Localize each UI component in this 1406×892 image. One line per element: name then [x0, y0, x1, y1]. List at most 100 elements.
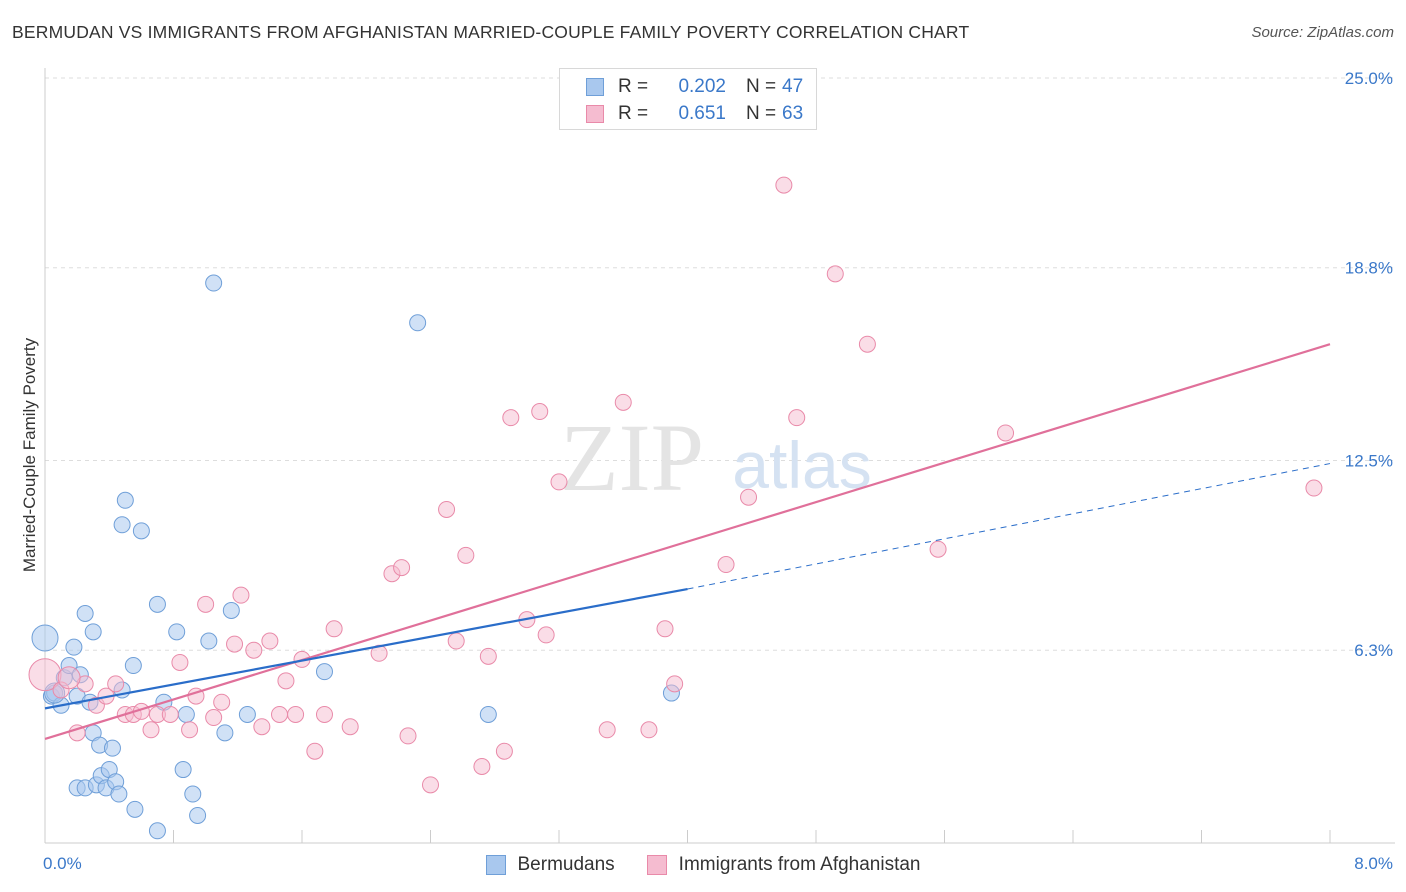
- data-point-bermudans: [132, 522, 150, 540]
- data-point-afghanistan: [929, 540, 947, 558]
- data-point-afghanistan: [438, 500, 456, 518]
- data-point-bermudans: [205, 274, 223, 292]
- data-point-afghanistan: [107, 675, 125, 693]
- series-afghanistan-points: [28, 176, 1323, 794]
- legend-swatch-pink: [586, 105, 604, 123]
- data-point-afghanistan: [253, 718, 271, 736]
- tick-labels: 6.3% 12.5% 18.8% 25.0% 0.0% 8.0%: [43, 69, 1393, 873]
- data-point-bermudans: [148, 595, 166, 613]
- data-point-afghanistan: [502, 409, 520, 427]
- data-point-bermudans: [103, 739, 121, 757]
- data-point-bermudans: [479, 705, 497, 723]
- data-point-afghanistan: [537, 626, 555, 644]
- data-point-afghanistan: [740, 488, 758, 506]
- y-tick-label: 6.3%: [1354, 641, 1393, 660]
- data-point-afghanistan: [213, 693, 231, 711]
- data-point-afghanistan: [205, 709, 223, 727]
- legend-n-label: N =: [746, 103, 777, 124]
- data-point-afghanistan: [640, 721, 658, 739]
- data-point-afghanistan: [306, 742, 324, 760]
- data-point-bermudans: [148, 822, 166, 840]
- watermark-atlas: atlas: [732, 428, 871, 502]
- data-point-afghanistan: [57, 666, 81, 690]
- data-point-bermudans: [174, 761, 192, 779]
- data-point-afghanistan: [261, 632, 279, 650]
- data-point-afghanistan: [479, 647, 497, 665]
- data-point-afghanistan: [495, 742, 513, 760]
- data-point-afghanistan: [656, 620, 674, 638]
- legend-n-value: 63: [782, 103, 804, 124]
- data-point-afghanistan: [171, 653, 189, 671]
- data-point-afghanistan: [161, 705, 179, 723]
- data-point-bermudans: [184, 785, 202, 803]
- data-point-afghanistan: [422, 776, 439, 794]
- data-point-bermudans: [76, 605, 94, 622]
- data-point-afghanistan: [447, 632, 465, 650]
- data-point-bermudans: [315, 663, 333, 681]
- data-point-afghanistan: [457, 546, 475, 564]
- y-tick-label: 25.0%: [1345, 69, 1393, 88]
- data-point-afghanistan: [277, 672, 295, 690]
- legend-n-value: 47: [782, 76, 804, 97]
- data-point-afghanistan: [245, 641, 263, 659]
- legend-row-afghanistan: R = 0.651 N = 63: [586, 102, 803, 126]
- data-point-bermudans: [126, 800, 144, 818]
- legend-r-label: R =: [618, 103, 649, 124]
- data-point-afghanistan: [232, 586, 250, 604]
- watermark: ZIP atlas: [560, 404, 872, 511]
- watermark-zip: ZIP: [560, 404, 704, 511]
- data-point-afghanistan: [393, 559, 411, 577]
- legend-n-label: N =: [746, 76, 777, 97]
- data-point-bermudans: [200, 632, 218, 650]
- data-point-bermudans: [124, 657, 142, 675]
- axes: [44, 68, 1395, 844]
- data-point-bermudans: [113, 516, 131, 534]
- series-legend: Bermudans Immigrants from Afghanistan: [0, 851, 1406, 879]
- data-point-afghanistan: [550, 473, 568, 491]
- source-label: Source: ZipAtlas.com: [1251, 24, 1394, 41]
- trend-line-bermudans: [44, 587, 688, 710]
- chart-title: BERMUDAN VS IMMIGRANTS FROM AFGHANISTAN …: [12, 22, 970, 42]
- data-point-bermudans: [409, 314, 427, 332]
- data-point-bermudans: [189, 806, 207, 824]
- correlation-legend: R = 0.202 N = 47 R = 0.651 N = 63: [559, 68, 817, 130]
- data-point-afghanistan: [788, 409, 806, 427]
- data-point-afghanistan: [717, 556, 735, 574]
- legend-label-afghanistan: Immigrants from Afghanistan: [678, 854, 921, 875]
- data-point-bermudans: [216, 724, 234, 742]
- data-point-afghanistan: [473, 758, 491, 775]
- legend-label-bermudans: Bermudans: [517, 854, 615, 875]
- legend-r-label: R =: [618, 76, 649, 97]
- data-point-afghanistan: [614, 393, 632, 411]
- trend-lines: [44, 343, 1331, 741]
- data-point-bermudans: [116, 491, 134, 509]
- data-point-afghanistan: [598, 721, 616, 739]
- data-point-bermudans: [110, 785, 128, 803]
- data-point-afghanistan: [997, 424, 1015, 442]
- data-point-afghanistan: [271, 705, 289, 723]
- y-axis-label: Married-Couple Family Poverty: [20, 337, 39, 572]
- legend-item-afghanistan[interactable]: Immigrants from Afghanistan: [646, 854, 921, 876]
- data-point-afghanistan: [315, 705, 333, 723]
- data-point-afghanistan: [226, 635, 244, 653]
- data-point-bermudans: [31, 624, 59, 652]
- series-bermudans-points: [31, 274, 680, 840]
- data-point-afghanistan: [826, 265, 844, 283]
- data-point-afghanistan: [775, 176, 793, 194]
- data-point-afghanistan: [399, 727, 417, 745]
- data-point-bermudans: [65, 638, 83, 656]
- legend-swatch-blue: [485, 855, 506, 875]
- data-point-afghanistan: [287, 705, 305, 723]
- data-point-afghanistan: [1305, 479, 1323, 497]
- data-point-afghanistan: [341, 718, 359, 736]
- legend-item-bermudans[interactable]: Bermudans: [485, 854, 615, 876]
- trend-line-afghanistan: [44, 343, 1331, 741]
- data-point-bermudans: [177, 705, 195, 723]
- legend-swatch-pink: [646, 855, 667, 875]
- data-point-afghanistan: [666, 675, 684, 693]
- legend-r-value: 0.651: [678, 103, 726, 124]
- x-tick-label-min: 0.0%: [43, 854, 82, 873]
- y-tick-label: 12.5%: [1345, 452, 1393, 471]
- data-point-bermudans: [222, 601, 240, 619]
